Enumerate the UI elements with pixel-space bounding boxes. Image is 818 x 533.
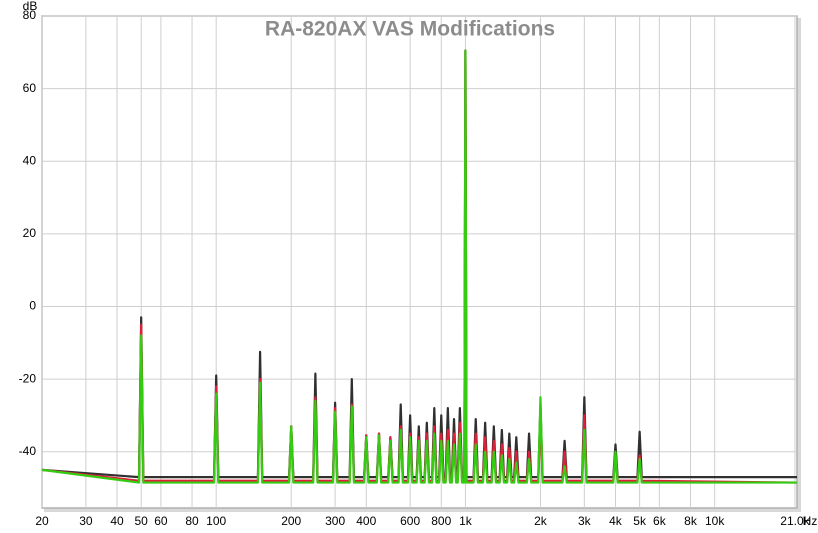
x-tick-label: 3k xyxy=(578,514,592,528)
x-tick-label: 10k xyxy=(705,514,725,528)
x-tick-label: 30 xyxy=(79,514,93,528)
x-tick-label: 21.0k xyxy=(780,514,810,528)
lines xyxy=(41,49,798,484)
x-tick-label: 800 xyxy=(431,514,451,528)
y-tick-label: -20 xyxy=(19,371,37,385)
x-tick-label: 6k xyxy=(653,514,667,528)
x-tick-label: 400 xyxy=(356,514,376,528)
y-axis-label: dB xyxy=(23,0,38,13)
x-tick-label: 50 xyxy=(134,514,148,528)
grid xyxy=(41,15,797,508)
x-tick-label: 100 xyxy=(206,514,226,528)
spectrum-line xyxy=(41,49,797,484)
y-tick-label: 60 xyxy=(23,81,37,95)
x-axis-label: Hz xyxy=(803,514,818,528)
x-tick-label: 20 xyxy=(35,514,49,528)
y-tick-label: 0 xyxy=(29,299,36,313)
y-tick-label: 80 xyxy=(23,8,37,22)
x-tick-label: 1k xyxy=(459,514,473,528)
x-tick-label: 300 xyxy=(325,514,345,528)
x-tick-label: 8k xyxy=(684,514,698,528)
y-tick-label: 40 xyxy=(23,153,37,167)
x-tick-label: 4k xyxy=(609,514,623,528)
y-tick-label: 20 xyxy=(23,226,37,240)
x-tick-label: 2k xyxy=(534,514,548,528)
y-tick-label: -40 xyxy=(19,444,37,458)
x-tick-label: 80 xyxy=(185,514,199,528)
x-tick-label: 200 xyxy=(281,514,301,528)
x-tick-label: 600 xyxy=(400,514,420,528)
x-tick-label: 5k xyxy=(633,514,647,528)
x-tick-label: 60 xyxy=(154,514,168,528)
x-tick-label: 40 xyxy=(110,514,124,528)
chart-title: RA-820AX VAS Modifications xyxy=(265,18,555,41)
